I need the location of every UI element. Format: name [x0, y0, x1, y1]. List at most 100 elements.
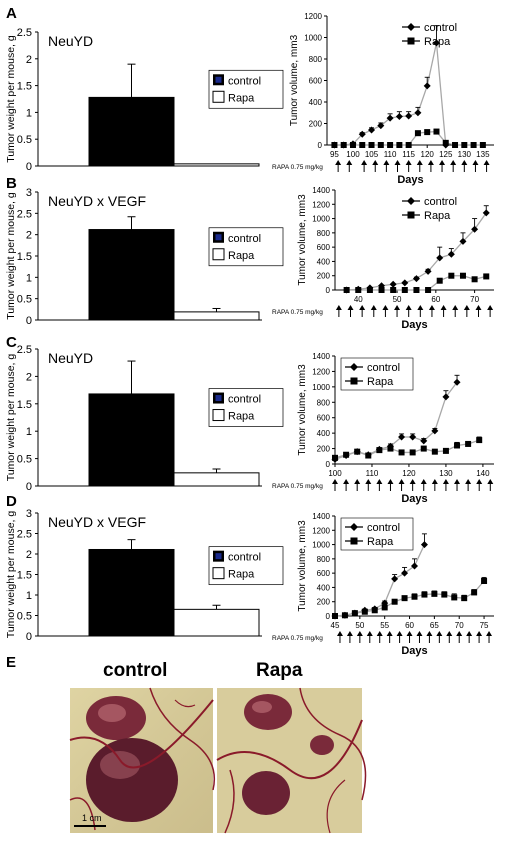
bar-y-tick-label: 2.5	[17, 27, 32, 39]
bar-y-label: Tumor weight per mouse, g	[5, 354, 17, 482]
data-point-rapa	[381, 604, 388, 611]
dose-arrow-head	[387, 479, 394, 484]
dose-arrow-head	[359, 305, 366, 310]
bar-y-label: Tumor weight per mouse, g	[5, 35, 17, 163]
dose-arrow-head	[431, 479, 438, 484]
legend-label-control: control	[228, 552, 261, 564]
dose-arrow-head	[472, 160, 479, 165]
data-point-control	[447, 250, 455, 258]
series-rapa	[332, 436, 483, 461]
bar-y-tick-label: 2	[26, 549, 32, 561]
line-legend: control Rapa	[402, 196, 457, 222]
legend-swatch-rapa	[212, 567, 225, 580]
dose-arrow-head	[416, 160, 423, 165]
dose-arrow-head	[465, 479, 472, 484]
bar-y-tick-label: 0.5	[17, 134, 32, 146]
data-point-control	[423, 82, 431, 90]
bar-y-tick-label: 2.5	[17, 344, 32, 356]
dose-arrow-head	[428, 305, 435, 310]
data-point-rapa	[442, 447, 449, 454]
dose-arrow-head	[454, 479, 461, 484]
data-point-rapa	[425, 287, 432, 293]
legend-swatch-control-inner	[215, 234, 222, 241]
dose-arrow-head	[405, 160, 412, 165]
bar-y-tick-label: 1	[26, 107, 32, 119]
data-point-rapa	[421, 591, 428, 598]
line-y-tick-label: 0	[318, 141, 323, 150]
data-point-rapa	[476, 437, 483, 444]
line-y-tick-label: 0	[326, 286, 331, 295]
line-y-tick-label: 400	[309, 98, 323, 107]
data-point-control	[420, 437, 428, 445]
dose-arrow-head	[476, 479, 483, 484]
bar-rapa	[173, 472, 260, 487]
data-point-rapa	[378, 287, 385, 293]
bar-title: NeuYD	[48, 350, 93, 366]
line-legend: control Rapa	[402, 22, 457, 48]
bar-y-label: Tumor weight per mouse, g	[5, 511, 17, 639]
line-x-tick-label: 60	[431, 295, 440, 304]
bar-control	[88, 229, 175, 321]
data-point-rapa	[376, 447, 383, 454]
dose-arrow-head	[446, 631, 453, 636]
data-point-control	[420, 541, 428, 549]
series-line	[334, 544, 426, 617]
bar-y-tick-label: 0.5	[17, 294, 32, 306]
line-y-tick-label: 1400	[312, 512, 330, 521]
dose-arrow-head	[394, 160, 401, 165]
data-point-rapa	[431, 448, 438, 455]
line-x-tick-label: 40	[354, 295, 363, 304]
data-point-rapa	[366, 287, 373, 293]
data-point-rapa	[377, 142, 384, 148]
bar-title: NeuYD	[48, 33, 93, 49]
legend-label-control: control	[424, 196, 457, 208]
bar-y-tick-label: 1.5	[17, 399, 32, 411]
line-x-tick-label: 130	[439, 469, 453, 478]
series-line	[334, 381, 458, 460]
dose-arrow-head	[436, 631, 443, 636]
panel-letter-b: B	[6, 175, 17, 192]
dose-arrow-head	[356, 631, 363, 636]
line-y-label: Tumor volume, mm3	[297, 364, 308, 456]
dose-arrow-head	[483, 160, 490, 165]
data-point-rapa	[409, 449, 416, 456]
data-point-control	[436, 254, 444, 262]
dose-arrow-head	[417, 305, 424, 310]
bar-y-tick-label: 2.5	[17, 208, 32, 220]
data-point-rapa	[431, 590, 438, 597]
data-point-rapa	[368, 142, 375, 148]
data-point-rapa	[387, 445, 394, 452]
dose-label: RAPA 0.75 mg/kg	[272, 635, 323, 642]
data-point-rapa	[470, 142, 477, 148]
dose-arrow-head	[487, 479, 494, 484]
legend-marker-rapa	[350, 377, 358, 385]
line-y-tick-label: 200	[317, 272, 331, 281]
legend-swatch-rapa	[212, 248, 225, 261]
panel-letter-a: A	[6, 5, 17, 22]
legend-label-control: control	[424, 22, 457, 34]
panel-letter-d: D	[6, 493, 17, 510]
dose-arrow-head	[335, 305, 342, 310]
data-point-rapa	[420, 445, 427, 452]
dose-arrow-head	[442, 479, 449, 484]
data-point-rapa	[411, 593, 418, 600]
dose-arrow-head	[335, 160, 342, 165]
line-x-tick-label: 70	[470, 295, 479, 304]
dose-arrow-head	[346, 160, 353, 165]
bar-chart: 0 0.5 1 1.5 2 2.5 3 Tumor weight per mouse, g Ne…	[5, 508, 284, 643]
dose-arrow-head	[336, 631, 343, 636]
dose-arrow-head	[461, 160, 468, 165]
data-point-control	[412, 275, 420, 283]
bar-y-tick-label: 2.5	[17, 529, 32, 541]
bar-y-tick-label: 2	[26, 230, 32, 242]
dose-arrow-head	[475, 305, 482, 310]
line-x-label: Days	[397, 174, 423, 186]
data-point-control	[368, 126, 376, 134]
series-rapa	[343, 272, 490, 293]
legend-marker-rapa	[350, 537, 358, 545]
bar-y-tick-label: 1.5	[17, 570, 32, 582]
legend-label-rapa: Rapa	[367, 536, 394, 548]
panel-letter-e: E	[6, 654, 16, 671]
